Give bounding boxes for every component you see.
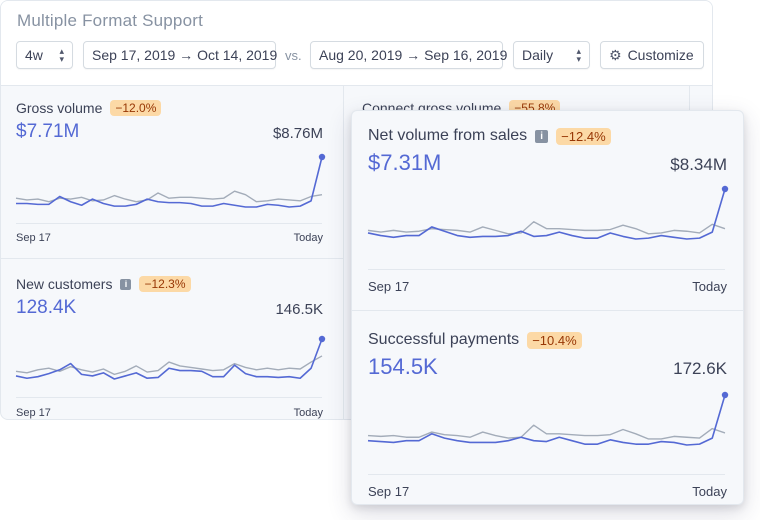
card-title: Gross volume −12.0% [16,100,162,116]
column-divider [343,85,344,419]
period-select-label: 4w [25,47,43,63]
previous-period-line [15,355,323,376]
date-range-picker[interactable]: Sep 17, 2019 → Oct 14, 2019 [83,41,278,69]
x-axis-start-label: Sep 17 [368,279,410,294]
latest-point-dot [318,335,326,343]
gear-icon: ⚙ [609,46,622,63]
current-value: 154.5K [368,354,438,379]
compare-value: 172.6K [673,359,727,378]
compare-range-label: Aug 20, 2019 → Sep 16, 2019 [319,47,508,63]
x-axis-end-label: Today [692,484,727,499]
latest-point-dot [721,391,729,399]
x-axis-start-label: Sep 17 [16,407,51,419]
compare-value: $8.34M [670,155,727,174]
gross-volume-sparkline [15,153,326,208]
x-axis-start-label: Sep 17 [368,484,410,499]
successful-payments-card[interactable]: Successful payments −10.4% 154.5K 172.6K… [352,311,743,504]
current-period-line [367,188,726,240]
customize-button-label: Customize [627,47,694,63]
compare-value: 146.5K [275,301,323,318]
customize-button[interactable]: ⚙ Customize [600,41,704,69]
period-select[interactable]: 4w ▴ ▾ [16,41,73,69]
updown-chevron-icon: ▴ ▾ [59,46,64,64]
current-value: 128.4K [16,297,77,318]
latest-point-dot [721,185,729,193]
current-period-line [16,156,323,208]
change-badge: −12.0% [110,100,162,116]
compare-range-picker[interactable]: Aug 20, 2019 → Sep 16, 2019 [310,41,507,69]
info-icon[interactable]: i [535,129,549,143]
card-title-label: Gross volume [16,100,103,116]
previous-period-line [367,221,726,235]
successful-payments-sparkline [367,391,729,446]
date-range-label: Sep 17, 2019 → Oct 14, 2019 [92,47,278,63]
compare-value: $8.76M [272,125,323,142]
interval-select-label: Daily [522,47,554,63]
x-axis-start-label: Sep 17 [16,232,51,244]
x-axis-end-label: Today [293,407,323,419]
card-title: Net volume from sales i −12.4% [368,127,611,145]
updown-chevron-icon: ▴ ▾ [576,46,581,64]
change-badge: −12.3% [139,276,191,292]
chart-baseline [368,269,725,270]
card-title: Successful payments −10.4% [368,331,582,349]
floating-card-stack: Net volume from sales i −12.4% $7.31M $8… [351,110,744,505]
chart-baseline [16,223,322,224]
chart-baseline [368,474,725,475]
card-title-label: Net volume from sales [368,127,528,144]
card-title: New customers i −12.3% [16,276,191,292]
x-axis-end-label: Today [293,232,323,244]
card-title-label: New customers [16,276,113,292]
info-icon[interactable]: i [120,278,132,290]
chart-baseline [16,397,322,398]
net-volume-card[interactable]: Net volume from sales i −12.4% $7.31M $8… [352,111,743,310]
new-customers-sparkline [15,335,326,380]
previous-period-line [367,424,726,440]
current-value: $7.71M [16,121,80,142]
previous-period-line [15,190,323,203]
toolbar: Multiple Format Support 4w ▴ ▾ Sep 17, 20… [1,1,712,86]
page-title: Multiple Format Support [17,11,204,30]
current-period-line [15,338,323,380]
vs-label: vs. [285,48,302,63]
change-badge: −10.4% [527,331,582,349]
current-value: $7.31M [368,150,442,175]
gross-volume-card[interactable]: Gross volume −12.0% $7.71M $8.76M Sep 17… [1,85,343,258]
interval-select[interactable]: Daily ▴ ▾ [513,41,590,69]
card-title-label: Successful payments [368,331,520,348]
new-customers-card[interactable]: New customers i −12.3% 128.4K 146.5K Sep… [1,259,343,419]
current-period-line [367,394,726,446]
net-volume-sparkline [367,185,729,240]
row-divider [1,258,343,259]
change-badge: −12.4% [556,127,611,145]
x-axis-end-label: Today [692,279,727,294]
latest-point-dot [318,153,326,161]
row-divider [352,310,743,311]
